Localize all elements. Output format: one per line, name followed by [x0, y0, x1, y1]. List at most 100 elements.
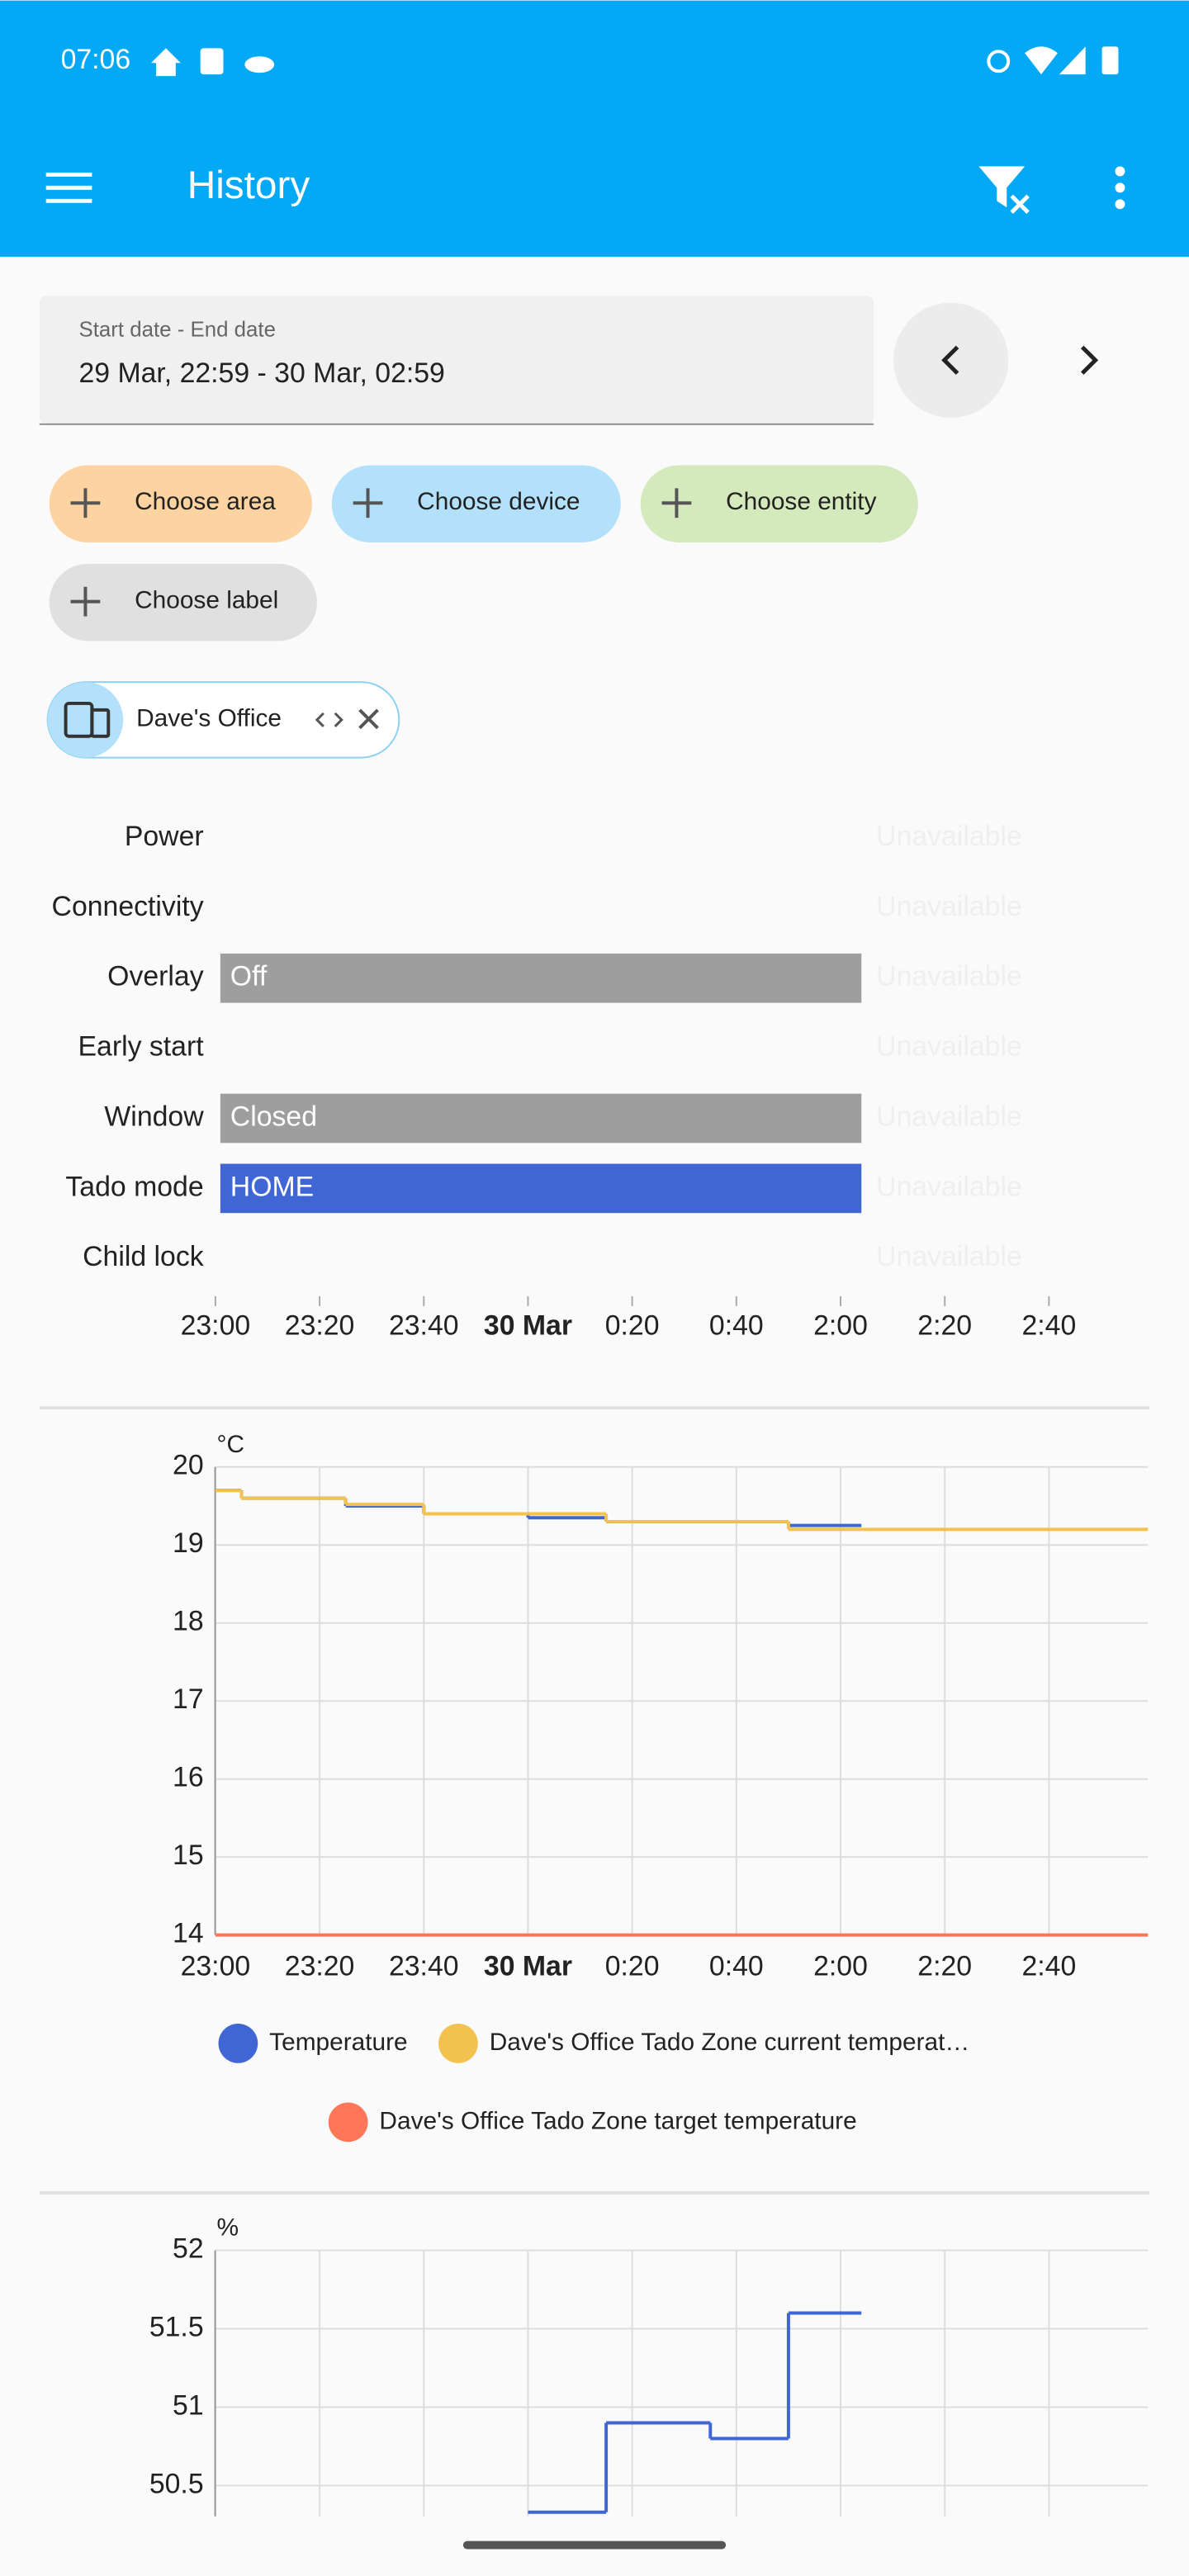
- date-field-value: 29 Mar, 22:59 - 30 Mar, 02:59: [78, 358, 444, 389]
- date-field[interactable]: [39, 296, 874, 424]
- wifi-icon: [1025, 46, 1058, 75]
- legend-item[interactable]: Temperature: [218, 2024, 408, 2063]
- timeline-bar: [866, 1234, 1149, 1284]
- state-label: Unavailable: [876, 821, 1022, 852]
- x-tick-label: 30 Mar: [484, 1950, 572, 1982]
- overflow-menu[interactable]: [1115, 166, 1125, 210]
- nav-handle: [462, 2540, 727, 2550]
- chip-entity[interactable]: Choose entity: [640, 465, 918, 543]
- chart: [214, 1466, 1149, 1937]
- timeline-bar: [866, 813, 1149, 863]
- state-label: Closed: [230, 1101, 317, 1132]
- chip-label: Choose area: [135, 488, 276, 515]
- legend-item[interactable]: Dave's Office Tado Zone current temperat…: [438, 2024, 969, 2063]
- home-icon: [150, 48, 181, 77]
- timeline-bar: [220, 1163, 862, 1214]
- y-tick-label: 51: [173, 2389, 204, 2421]
- next-button[interactable]: [1080, 345, 1099, 375]
- timeline-bar: [220, 1093, 862, 1144]
- x-tick-label: 2:40: [1022, 1310, 1077, 1342]
- x-tick-label: 0:20: [605, 1950, 660, 1982]
- x-tick-label: 0:40: [709, 1310, 764, 1342]
- legend-swatch: [328, 2102, 368, 2143]
- y-tick-label: 19: [173, 1527, 204, 1559]
- state-label: Unavailable: [876, 891, 1022, 922]
- x-tick-label: 2:00: [813, 1950, 868, 1982]
- status-time: 07:06: [61, 44, 131, 75]
- y-tick-label: 52: [173, 2233, 204, 2264]
- legend-item[interactable]: Dave's Office Tado Zone target temperatu…: [328, 2102, 857, 2143]
- row-label: Overlay: [107, 961, 204, 992]
- x-tick-label: 2:20: [917, 1950, 972, 1982]
- state-label: Unavailable: [876, 1031, 1022, 1063]
- y-tick-label: 16: [173, 1762, 204, 1793]
- chip-area[interactable]: Choose area: [49, 465, 312, 543]
- x-tick-label: 0:20: [605, 1310, 660, 1342]
- chip-device[interactable]: Choose device: [331, 465, 621, 543]
- row-label: Connectivity: [52, 891, 204, 922]
- row-label: Power: [125, 821, 204, 852]
- chart: [214, 2249, 1149, 2517]
- state-label: HOME: [230, 1171, 314, 1202]
- row-label: Window: [104, 1101, 204, 1132]
- target-chip[interactable]: Dave's Office: [46, 681, 400, 759]
- y-tick-label: 50.5: [149, 2468, 204, 2499]
- alarm-icon: [987, 50, 1011, 73]
- remove-icon[interactable]: [358, 708, 379, 730]
- cloud-icon: [244, 56, 275, 73]
- timeline-bar: [220, 953, 862, 1003]
- state-label: Off: [230, 961, 268, 992]
- x-tick-label: 2:00: [813, 1310, 868, 1342]
- x-tick-label: 23:40: [389, 1310, 459, 1342]
- app-icon: [200, 48, 224, 75]
- expand-icon[interactable]: [315, 712, 343, 727]
- app-header: [0, 0, 1189, 257]
- x-tick-label: 2:40: [1022, 1950, 1077, 1982]
- x-tick-label: 23:40: [389, 1950, 459, 1982]
- x-tick-label: 0:40: [709, 1950, 764, 1982]
- page-title: History: [187, 163, 310, 207]
- x-tick-label: 2:20: [917, 1310, 972, 1342]
- x-tick-label: 23:20: [285, 1950, 355, 1982]
- x-tick-label: 23:00: [181, 1950, 251, 1982]
- legend-label: Temperature: [269, 2029, 407, 2056]
- chip-label: Choose label: [135, 586, 278, 613]
- x-tick-label: 23:00: [181, 1310, 251, 1342]
- previous-button[interactable]: [893, 302, 1009, 418]
- chip-label-filter[interactable]: Choose label: [49, 563, 317, 642]
- unit-label: °C: [217, 1431, 244, 1458]
- y-tick-label: 51.5: [149, 2311, 204, 2342]
- status-icons: [150, 46, 1119, 77]
- row-label: Early start: [78, 1031, 205, 1063]
- timeline-bar: [866, 1163, 1149, 1214]
- x-tick-label: 23:20: [285, 1310, 355, 1342]
- y-tick-label: 14: [173, 1918, 204, 1949]
- menu-button[interactable]: [45, 173, 92, 203]
- legend-label: Dave's Office Tado Zone current temperat…: [490, 2029, 970, 2056]
- state-label: Unavailable: [876, 961, 1022, 992]
- y-tick-label: 15: [173, 1840, 204, 1871]
- battery-icon: [1101, 46, 1119, 75]
- legend-swatch: [218, 2024, 258, 2063]
- timeline-bar: [866, 1023, 1149, 1073]
- signal-icon: [1059, 46, 1086, 75]
- y-tick-label: 18: [173, 1606, 204, 1637]
- chip-label: Choose entity: [726, 488, 876, 515]
- unit-label: %: [217, 2214, 239, 2242]
- state-label: Unavailable: [876, 1101, 1022, 1132]
- y-tick-label: 20: [173, 1450, 204, 1481]
- chip-label: Choose device: [417, 488, 580, 515]
- clear-filter-button[interactable]: [978, 166, 1030, 214]
- timeline-bar: [866, 953, 1149, 1003]
- timeline-bar: [866, 883, 1149, 933]
- y-tick-label: 17: [173, 1683, 204, 1715]
- row-label: Child lock: [83, 1241, 204, 1272]
- target-label: Dave's Office: [136, 705, 282, 732]
- x-tick-label: 30 Mar: [484, 1310, 572, 1342]
- legend-label: Dave's Office Tado Zone target temperatu…: [379, 2107, 856, 2134]
- state-label: Unavailable: [876, 1241, 1022, 1272]
